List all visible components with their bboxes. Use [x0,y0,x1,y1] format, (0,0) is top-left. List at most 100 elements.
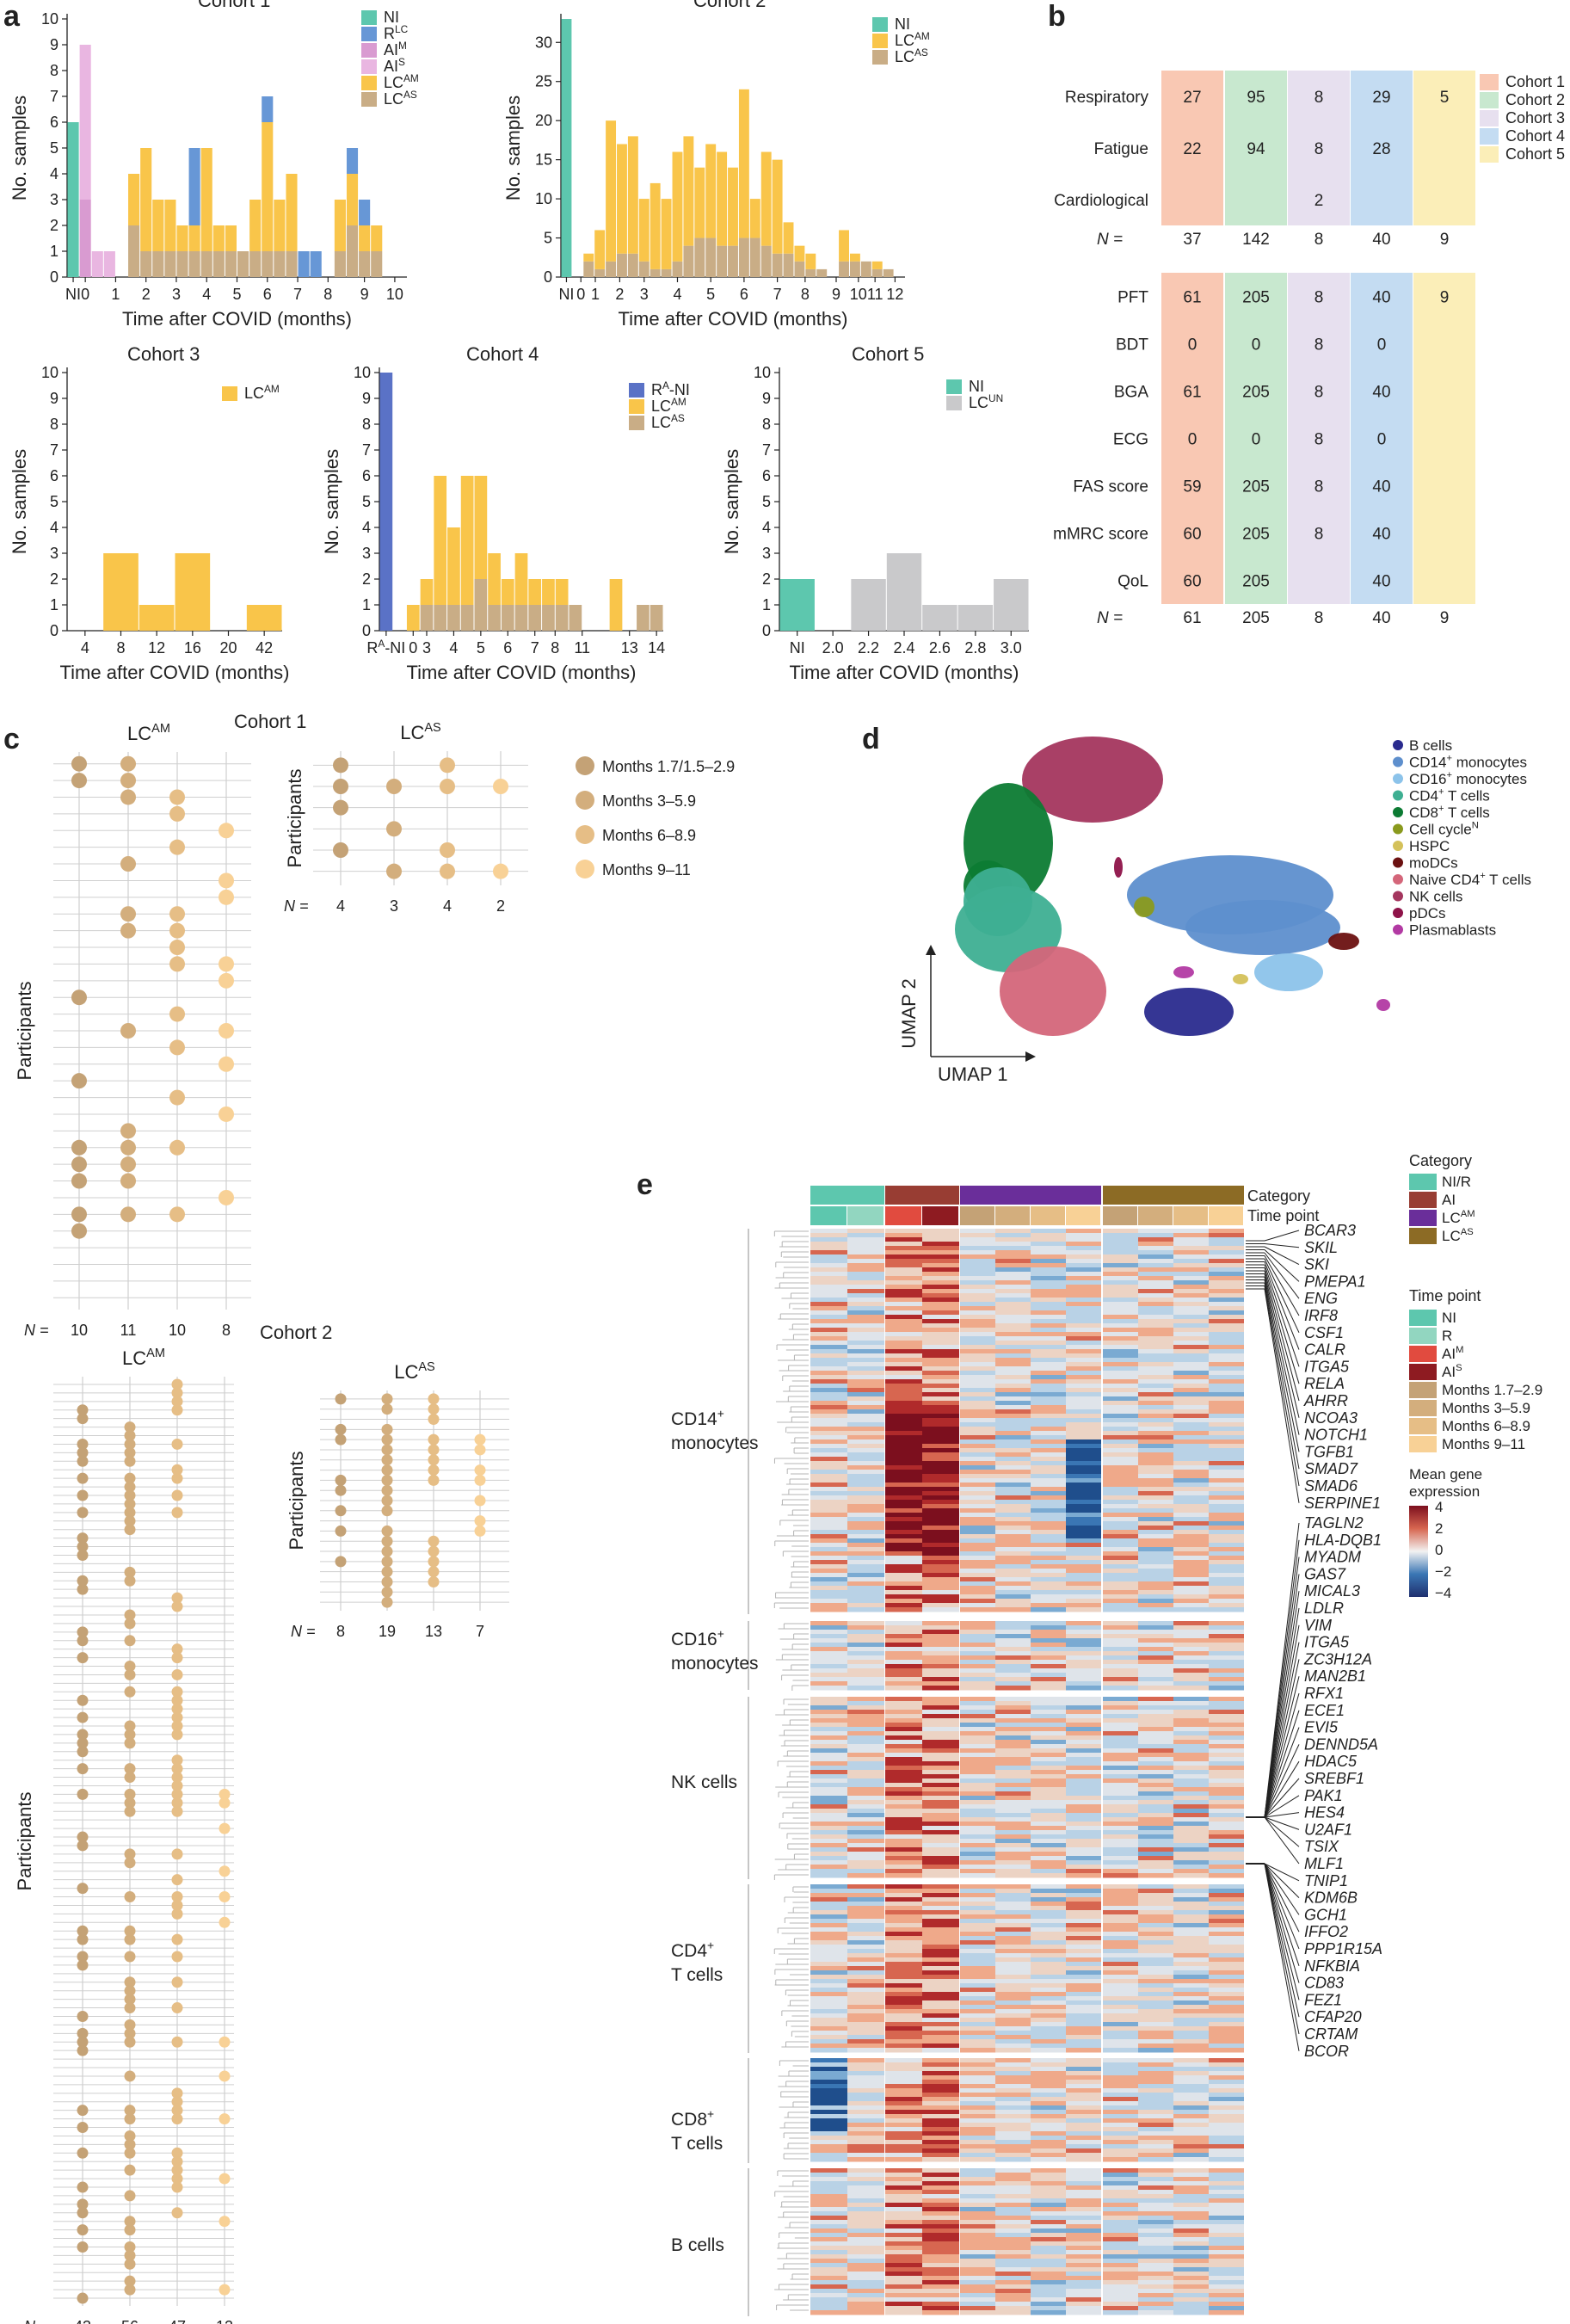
legend-swatch-LCAM [361,76,377,90]
heatmap-cell [847,1246,884,1251]
legend-label-LCAS-sup: AS [403,89,417,101]
heatmap-cell [885,2013,922,2019]
y-tick-label: 6 [50,467,58,484]
heatmap-cell [810,1607,847,1612]
heatmap-cell [995,1521,1031,1526]
participant-timepoint-dot [381,1575,393,1587]
heatmap-cell [810,1826,847,1831]
heatmap-cell [995,1953,1031,1958]
heatmap-cell [1103,1634,1138,1639]
heatmap-cell [1066,1843,1101,1848]
heatmap-cell [810,1992,847,1997]
heatmap-cell [1173,1983,1209,1988]
heatmap-cell [1138,2148,1173,2154]
heatmap-cell [1209,1852,1244,1857]
heatmap-cell [847,2075,884,2081]
heatmap-cell [1209,2000,1244,2006]
heatmap-cell [1103,2185,1138,2191]
heatmap-cell [1066,2127,1101,2132]
heatmap-cell [960,1353,995,1359]
heatmap-cell [1066,1259,1101,1264]
heatmap-cell [1066,1753,1101,1758]
heatmap-cell [960,1847,995,1852]
heatmap-cell [1066,2067,1101,2072]
heatmap-cell [960,2071,995,2076]
heatmap-cell [960,1577,995,1582]
legend-label-category: AI [1442,1192,1456,1208]
heatmap-cell [922,2136,959,2141]
heatmap-cell [885,2293,922,2298]
heatmap-cell [1031,1664,1066,1669]
heatmap-cell [995,2272,1031,2277]
heatmap-cell [1103,2018,1138,2023]
legend-label-LCUN-base: LC [969,394,988,411]
heatmap-cell [1209,1710,1244,1715]
heatmap-cell [885,2237,922,2242]
heatmap-cell [1031,1830,1066,1835]
heatmap-cell [922,1319,959,1324]
heatmap-cell [885,2067,922,2072]
heatmap-cell [1066,2185,1101,2191]
heatmap-cell [922,2075,959,2081]
heatmap-cell [995,1448,1031,1453]
legend-label-AIM-base: AI [384,41,398,59]
heatmap-cell [1031,2310,1066,2315]
participant-timepoint-dot [335,1505,347,1517]
heatmap-cell [1138,1366,1173,1372]
heatmap-cell [1103,1897,1138,1902]
heatmap-cell [1103,2022,1138,2027]
participant-timepoint-dot [335,1525,347,1537]
participant-timepoint-dot [124,1635,136,1647]
gene-label: PMEPA1 [1304,1273,1366,1290]
heatmap-cell [995,1860,1031,1865]
heatmap-cell [885,1856,922,1861]
heatmap-cell [960,1852,995,1857]
heatmap-cell [1209,1280,1244,1285]
heatmap-cell [1031,1478,1066,1483]
heatmap-cell [1031,2140,1066,2145]
heatmap-cell [1209,1923,1244,1928]
heatmap-cell [1209,1396,1244,1402]
heatmap-cell [847,1962,884,1967]
heatmap-cell [922,1457,959,1462]
heatmap-cell [1173,1513,1209,1518]
heatmap-cell [1066,2048,1101,2053]
heatmap-cell [960,2127,995,2132]
heatmap-cell [960,2035,995,2040]
gene-label: IFFO2 [1304,1923,1348,1940]
heatmap-cell [1066,1495,1101,1501]
heatmap-cell [847,2250,884,2255]
heatmap-cell [1138,1906,1173,1911]
heatmap-cell [885,1246,922,1251]
heatmap-cell [1066,1902,1101,1907]
heatmap-cell [1066,1957,1101,1963]
heatmap-cell [1031,1677,1066,1682]
heatmap-cell [1031,1953,1066,1958]
heatmap-cell [960,2000,995,2006]
heatmap-cell [1031,1906,1066,1911]
heatmap-cell [960,1778,995,1784]
gene-labels: BCAR3SKILSKIPMEPA1ENGIRF8CSF1CALRITGA5RE… [1246,1222,1382,2060]
heatmap-cell [810,1822,847,1827]
n-value: 9 [1440,609,1450,627]
heatmap-cell [847,1237,884,1242]
legend-swatch-LCAM [872,34,888,48]
heatmap-cell [995,1298,1031,1303]
heatmap-cell [1209,1962,1244,1967]
heatmap-cell [810,1673,847,1678]
heatmap-cell [922,1936,959,1941]
legend-label-AIM: AIM [384,40,407,59]
participant-timepoint-dot [124,1609,136,1621]
heatmap-cell [1209,1869,1244,1874]
heatmap-cell [810,2276,847,2281]
heatmap-cell [810,1332,847,1337]
heatmap-cell [847,2131,884,2136]
x-tick-label: 4 [202,286,211,303]
participant-timepoint-dot [124,1737,136,1749]
category-bar [1103,1186,1244,1205]
heatmap-cell [1173,2136,1209,2141]
heatmap-cell [1209,1914,1244,1920]
heatmap-cell [1173,1551,1209,1557]
heatmap-cell [847,1664,884,1669]
group-label-sup: + [707,2107,714,2121]
